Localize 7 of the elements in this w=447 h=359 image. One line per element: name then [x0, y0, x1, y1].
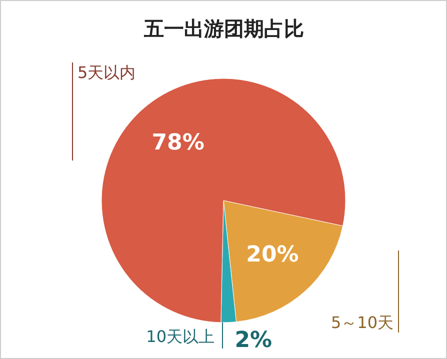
- slice-label: 5天以内: [78, 63, 136, 82]
- slice-label: 10天以上: [146, 327, 214, 346]
- slice-label: 5～10天: [330, 313, 394, 332]
- chart-title: 五一出游团期占比: [143, 16, 304, 40]
- data-label: 2%: [234, 328, 272, 354]
- data-label: 20%: [246, 242, 299, 268]
- data-label: 78%: [152, 130, 204, 156]
